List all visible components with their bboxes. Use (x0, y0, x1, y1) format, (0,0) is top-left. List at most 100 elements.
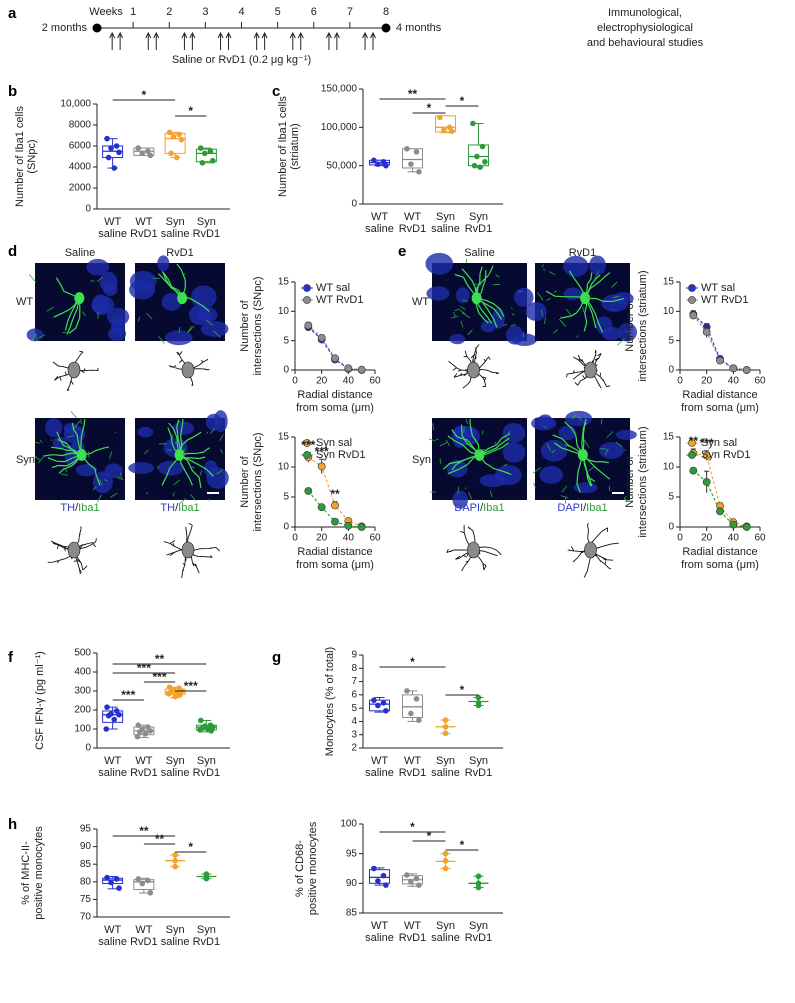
timeline-end (381, 23, 391, 33)
data-point (689, 311, 698, 320)
background-process (81, 311, 87, 317)
background-process (173, 479, 181, 486)
data-point (139, 150, 146, 157)
microglia-process (582, 454, 609, 464)
panel-label: c (272, 83, 280, 100)
injection-arrow-head (217, 31, 224, 39)
y-tick-label: 0 (85, 204, 91, 215)
background-process (486, 270, 492, 278)
background-process (543, 269, 546, 271)
x-tick-label: Syn (436, 755, 455, 767)
y-axis-label: Number of (624, 455, 636, 507)
cell-tracing (52, 350, 99, 392)
data-point (442, 723, 449, 730)
x-tick-label: WT (404, 755, 421, 767)
data-point (413, 696, 420, 702)
microglia-process (179, 454, 202, 489)
background-process (584, 439, 590, 448)
background-process (439, 458, 442, 464)
nucleus (103, 281, 118, 296)
data-point (134, 733, 141, 740)
background-process (46, 306, 55, 312)
x-tick-label: RvD1 (193, 936, 221, 948)
data-point (317, 462, 326, 471)
week-label: 5 (275, 6, 281, 18)
background-process (39, 439, 43, 444)
background-process (477, 448, 486, 451)
data-point (111, 716, 118, 723)
background-process (109, 451, 113, 460)
data-point (371, 697, 377, 703)
y-tick-label: 70 (80, 912, 92, 923)
legend-marker (303, 284, 311, 292)
background-process (608, 485, 611, 492)
background-process (31, 332, 38, 341)
y-tick-label: 2 (351, 743, 357, 754)
background-process (459, 309, 466, 315)
y-tick-label: 0 (283, 365, 289, 376)
x-tick-label: 0 (292, 533, 298, 544)
microglia-process (476, 297, 493, 324)
nucleus (615, 429, 637, 440)
background-process (540, 309, 543, 316)
background-process (623, 497, 628, 502)
microglia-process (576, 454, 584, 493)
legend-marker (303, 296, 311, 304)
nucleus (513, 287, 534, 307)
nucleus (455, 287, 470, 304)
microglia-process (81, 446, 110, 456)
background-process (616, 338, 625, 346)
data-point (471, 162, 478, 169)
background-process (624, 448, 626, 451)
stain-part: Iba1 (78, 502, 99, 514)
nucleus (598, 441, 625, 459)
nucleus (161, 292, 182, 311)
cell-soma (467, 361, 480, 379)
significance-label: * (142, 88, 147, 102)
background-process (213, 330, 221, 338)
micrograph (129, 255, 229, 346)
background-process (511, 313, 515, 316)
microglia-process (479, 437, 510, 456)
background-process (460, 305, 466, 311)
y-tick-label: 8000 (69, 120, 92, 131)
x-tick-label: WT (135, 924, 152, 936)
nucleus (565, 410, 593, 427)
x-tick-label: WT (371, 211, 388, 223)
data-point (442, 857, 449, 864)
x-tick-label: Syn (197, 924, 216, 936)
microglia-process (66, 297, 80, 335)
row-label: WT (412, 296, 429, 308)
significance-label: *** (315, 444, 329, 458)
microglia-process (582, 454, 592, 487)
significance-label: *** (137, 661, 151, 675)
cell-soma (181, 541, 195, 559)
background-process (465, 440, 469, 445)
column-label: Saline (464, 247, 495, 259)
microglia-process (545, 290, 586, 299)
significance-label: *** (301, 438, 315, 452)
cell-soma (67, 541, 81, 559)
microglia-process (43, 452, 82, 457)
microglia-process (447, 454, 480, 475)
x-tick-label: 0 (677, 376, 683, 387)
significance-label: *** (152, 670, 166, 684)
microglia-process (584, 272, 611, 299)
x-tick-label: saline (365, 223, 394, 235)
background-process (502, 324, 508, 326)
nucleus (525, 302, 547, 321)
stain-part: Iba1 (483, 502, 504, 514)
microglia-process (81, 454, 101, 486)
data-point (166, 684, 173, 690)
x-axis-label: from soma (μm) (681, 402, 759, 414)
data-point (203, 875, 210, 882)
data-point (108, 145, 114, 151)
x-axis-label: from soma (μm) (296, 402, 374, 414)
nucleus (45, 418, 63, 438)
data-point (442, 730, 449, 737)
data-point (716, 356, 724, 365)
x-tick-label: Syn (166, 216, 185, 228)
nucleus (449, 333, 466, 345)
cell-process (73, 549, 88, 571)
stain-part: DAPI (557, 502, 583, 514)
